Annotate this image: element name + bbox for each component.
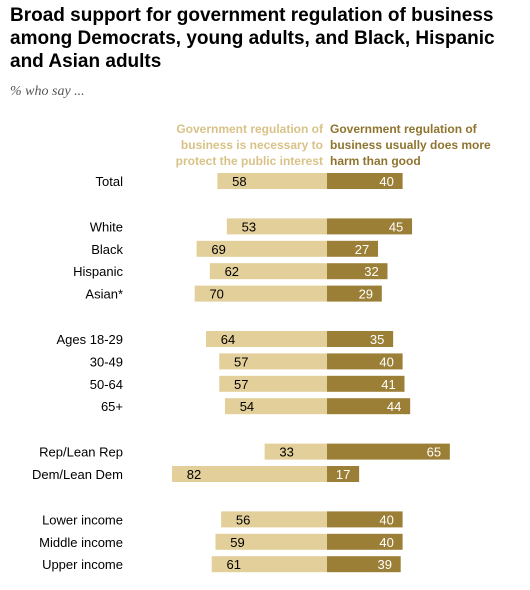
bar-left bbox=[172, 466, 327, 482]
chart-subtitle: % who say ... bbox=[10, 84, 85, 99]
bar-right-value: 40 bbox=[379, 512, 393, 527]
bar-left bbox=[196, 240, 327, 257]
bar-right bbox=[327, 285, 382, 302]
bar-left bbox=[194, 285, 327, 302]
bar-right bbox=[327, 263, 388, 280]
bar-right-value: 41 bbox=[381, 377, 395, 392]
bar-left-value: 57 bbox=[234, 377, 248, 392]
bar-right-value: 32 bbox=[364, 264, 378, 279]
bar-right-value: 17 bbox=[336, 467, 350, 482]
bar-right bbox=[327, 331, 394, 347]
bar-left-value: 59 bbox=[230, 535, 244, 550]
bar-left-value: 56 bbox=[236, 512, 250, 527]
bar-right bbox=[327, 398, 411, 415]
row-label: 30-49 bbox=[90, 354, 123, 369]
bar-left bbox=[217, 173, 327, 189]
legend-left-label: Government regulation of business is nec… bbox=[175, 122, 323, 168]
bar-right bbox=[327, 533, 403, 550]
bar-left bbox=[206, 331, 327, 347]
bar-right-value: 35 bbox=[370, 332, 384, 347]
bar-right-value: 40 bbox=[379, 535, 393, 550]
row-label: Asian* bbox=[85, 287, 123, 302]
bar-right bbox=[327, 173, 403, 189]
row-label: Hispanic bbox=[73, 264, 123, 279]
bar-right-value: 45 bbox=[389, 219, 403, 234]
bar-right bbox=[327, 556, 401, 573]
row-label: Lower income bbox=[42, 512, 123, 527]
row-label: Rep/Lean Rep bbox=[39, 445, 123, 460]
bar-left bbox=[221, 511, 327, 528]
bar-right-value: 44 bbox=[387, 399, 401, 414]
bar-left bbox=[209, 263, 327, 280]
row-label: 65+ bbox=[101, 399, 123, 414]
bar-left bbox=[219, 353, 327, 370]
bar-right bbox=[327, 353, 403, 370]
bar-right-value: 40 bbox=[379, 354, 393, 369]
bar-left-value: 62 bbox=[225, 264, 239, 279]
bar-left-value: 58 bbox=[232, 174, 246, 189]
bar-right bbox=[327, 466, 360, 482]
bar-right bbox=[327, 240, 379, 257]
bar-right-value: 40 bbox=[379, 174, 393, 189]
row-label: Upper income bbox=[42, 557, 123, 572]
bar-left-value: 33 bbox=[279, 445, 293, 460]
bar-right-value: 39 bbox=[377, 557, 391, 572]
row-label: Ages 18-29 bbox=[57, 332, 124, 347]
bar-left-value: 69 bbox=[211, 242, 225, 257]
bar-left bbox=[224, 398, 327, 415]
row-label: White bbox=[90, 219, 123, 234]
bar-left-value: 82 bbox=[187, 467, 201, 482]
bar-left-value: 70 bbox=[209, 287, 223, 302]
bar-right bbox=[327, 511, 403, 528]
bar-left bbox=[215, 533, 327, 550]
bar-left bbox=[211, 556, 327, 573]
row-label: Total bbox=[96, 174, 124, 189]
row-label: Dem/Lean Dem bbox=[32, 467, 123, 482]
bar-left-value: 61 bbox=[226, 557, 240, 572]
legend-right-label: Government regulation of business usuall… bbox=[330, 122, 491, 168]
bar-right-value: 27 bbox=[355, 242, 369, 257]
row-label: Middle income bbox=[39, 535, 123, 550]
bar-left-value: 64 bbox=[221, 332, 235, 347]
row-label: Black bbox=[91, 242, 123, 257]
bar-left bbox=[219, 375, 327, 392]
bar-right bbox=[327, 218, 413, 235]
bar-right bbox=[327, 443, 450, 460]
bar-left-value: 53 bbox=[242, 219, 256, 234]
bar-left bbox=[264, 443, 327, 460]
bar-left bbox=[226, 218, 327, 235]
bar-right-value: 65 bbox=[427, 445, 441, 460]
chart-title: Broad support for government regulation … bbox=[10, 5, 495, 72]
bar-left-value: 57 bbox=[234, 354, 248, 369]
bar-right bbox=[327, 375, 405, 392]
row-label: 50-64 bbox=[90, 377, 123, 392]
bar-right-value: 29 bbox=[359, 287, 373, 302]
bar-left-value: 54 bbox=[240, 399, 254, 414]
